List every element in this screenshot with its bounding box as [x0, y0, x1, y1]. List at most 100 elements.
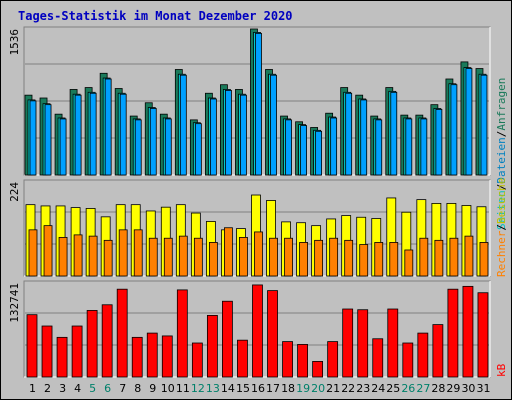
x-tick-label: 6	[104, 382, 111, 395]
x-tick-label: 18	[281, 382, 295, 395]
bar-kb-4	[71, 325, 83, 378]
bar-seiten-6	[104, 78, 112, 176]
bar-rechner-17	[269, 237, 278, 277]
bar-rechner-10	[163, 237, 173, 277]
bar-rechner-28	[434, 239, 444, 277]
x-tick-label: 23	[356, 382, 370, 395]
bar-kb-7	[116, 288, 128, 378]
panel-visits-sites: 224	[8, 179, 491, 277]
bar-kb-10	[161, 335, 173, 378]
bar-rechner-6	[103, 239, 113, 277]
bar-seiten-1	[29, 100, 37, 176]
bar-kb-28	[432, 324, 444, 378]
bar-kb-17	[267, 290, 278, 378]
bar-seiten-14	[225, 90, 232, 176]
bar-seiten-9	[149, 108, 157, 176]
bar-rechner-21	[329, 237, 339, 277]
bar-seiten-30	[465, 68, 473, 176]
bar-kb-5	[86, 310, 98, 378]
x-tick-label: 19	[296, 382, 310, 395]
x-tick-label: 1	[29, 382, 36, 395]
x-tick-label: 29	[446, 382, 460, 395]
bar-seiten-11	[179, 74, 187, 176]
bar-seiten-18	[285, 119, 292, 176]
legend-separator: /	[495, 131, 508, 138]
bar-seiten-8	[134, 119, 142, 176]
x-tick-label: 10	[161, 382, 175, 395]
bar-kb-11	[176, 289, 188, 378]
bar-rechner-16	[254, 231, 263, 277]
x-tick-label: 9	[149, 382, 156, 395]
bar-rechner-8	[133, 229, 143, 277]
x-tick-label: 24	[371, 382, 385, 395]
bar-seiten-24	[375, 119, 383, 176]
bar-kb-8	[131, 336, 143, 378]
bar-kb-12	[191, 342, 203, 378]
bar-seiten-3	[59, 118, 67, 176]
bar-rechner-13	[208, 242, 218, 277]
panel-hits-files-pages: 1536	[8, 26, 491, 176]
bar-seiten-25	[390, 91, 398, 176]
bar-kb-16	[252, 284, 263, 378]
bar-rechner-19	[299, 242, 308, 277]
legend-text: Rechner/Besuche	[495, 178, 508, 277]
bar-seiten-28	[435, 109, 443, 176]
x-tick-label: 28	[431, 382, 445, 395]
bar-rechner-7	[118, 229, 128, 277]
bar-kb-21	[327, 341, 339, 378]
legend-top: Seiten/Dateien/Anfragen	[495, 78, 508, 230]
bar-seiten-5	[89, 92, 97, 176]
bar-kb-31	[477, 292, 489, 378]
bar-seiten-13	[209, 98, 217, 176]
bar-rechner-5	[88, 235, 98, 277]
bar-rechner-15	[239, 236, 248, 277]
bar-seiten-15	[240, 94, 247, 176]
x-tick-label: 16	[251, 382, 265, 395]
legend-item-anfragen: Anfragen	[495, 78, 508, 131]
x-tick-label: 31	[476, 382, 490, 395]
x-tick-label: 27	[416, 382, 430, 395]
bar-seiten-26	[405, 118, 413, 176]
bar-kb-14	[222, 300, 233, 378]
bar-rechner-2	[43, 225, 53, 277]
bar-kb-15	[237, 339, 248, 378]
x-tick-label: 21	[326, 382, 340, 395]
bar-kb-3	[56, 336, 68, 378]
bar-kb-20	[312, 361, 324, 378]
bar-rechner-26	[404, 249, 414, 277]
legend-separator: /	[495, 224, 508, 231]
bar-rechner-30	[464, 235, 474, 277]
legend-text: kB	[495, 363, 508, 377]
y-max-label: 224	[8, 182, 21, 202]
bar-kb-26	[402, 342, 414, 378]
bar-seiten-2	[44, 104, 52, 176]
x-tick-label: 13	[206, 382, 220, 395]
legend-item-rechner: Rechner	[495, 230, 508, 277]
bar-kb-25	[387, 308, 399, 378]
legend-text: Seiten/Dateien/Anfragen	[495, 78, 508, 230]
legend-item-kb: kB	[495, 363, 508, 377]
bar-kb-2	[41, 325, 53, 378]
x-tick-label: 30	[461, 382, 475, 395]
bar-rechner-23	[359, 244, 369, 277]
x-tick-label: 7	[119, 382, 126, 395]
x-tick-label: 12	[191, 382, 205, 395]
bar-kb-24	[372, 338, 384, 378]
bar-seiten-4	[74, 94, 82, 176]
x-tick-label: 11	[176, 382, 190, 395]
bar-kb-22	[342, 308, 354, 378]
x-tick-label: 4	[74, 382, 81, 395]
panel-kbytes: 132741	[8, 280, 491, 378]
x-tick-label: 25	[386, 382, 400, 395]
legend-middle: Rechner/Besuche	[495, 178, 508, 277]
x-tick-label: 14	[221, 382, 235, 395]
bar-seiten-27	[420, 118, 428, 176]
bar-kb-1	[26, 314, 38, 378]
bar-seiten-19	[300, 125, 307, 176]
bar-rechner-11	[178, 235, 188, 277]
bar-seiten-16	[255, 32, 262, 176]
bar-rechner-29	[449, 237, 459, 277]
bar-rechner-9	[148, 237, 158, 277]
bar-rechner-24	[374, 242, 384, 277]
bar-kb-6	[101, 304, 113, 378]
